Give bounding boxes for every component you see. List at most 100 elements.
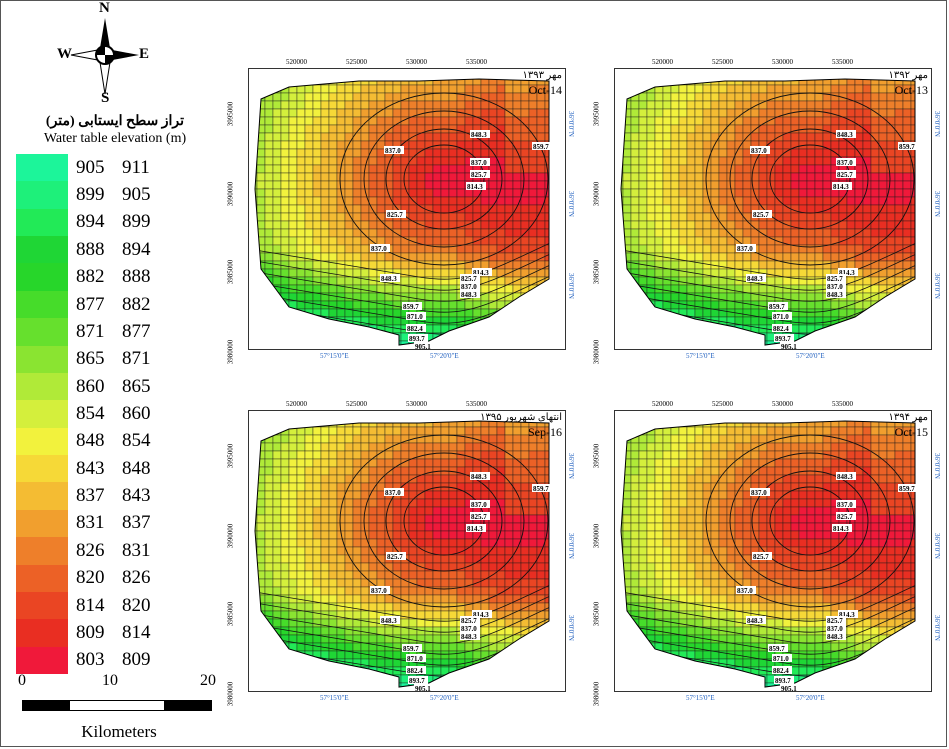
legend-range-from: 854 bbox=[76, 403, 105, 424]
contour-label: 814.3 bbox=[473, 611, 489, 619]
x-tick-label: 520000 bbox=[286, 400, 307, 408]
contour-label: 837.0 bbox=[471, 159, 487, 167]
compass-north-label: N bbox=[99, 0, 110, 16]
contour-label: 825.7 bbox=[827, 617, 843, 625]
compass-south-label: S bbox=[101, 90, 110, 106]
latitude-tick-label: 36°0'0"N bbox=[932, 533, 941, 559]
contour-label: 905.1 bbox=[781, 685, 797, 692]
legend-swatch bbox=[16, 154, 68, 182]
legend-swatch bbox=[16, 263, 68, 292]
water-table-map: 859.7 848.3 837.0 837.0 825.7 814.3 825.7 837.0… bbox=[248, 410, 566, 692]
legend-range: 860 865 bbox=[76, 374, 206, 400]
legend-range-from: 831 bbox=[76, 512, 105, 534]
legend-range-from: 837 bbox=[76, 485, 105, 507]
legend-range-from: 860 bbox=[76, 375, 105, 397]
latitude-tick-label: 36°0'0"N bbox=[932, 191, 941, 217]
legend-range-from: 899 bbox=[76, 184, 105, 206]
panel-date: Oct-13 bbox=[894, 83, 928, 97]
panel-date-persian: مهر ۱۳۹۲ bbox=[888, 70, 928, 81]
panel-date: Oct-15 bbox=[894, 425, 928, 439]
x-tick-label: 520000 bbox=[652, 400, 673, 408]
contour-label: 871.0 bbox=[407, 313, 423, 321]
legend-range: 877 882 bbox=[76, 292, 206, 318]
legend-range-from: 888 bbox=[76, 238, 105, 260]
legend-panel: N S W E تراز سطح ایستابی (متر) Water tab… bbox=[0, 0, 230, 749]
legend-swatch bbox=[16, 619, 68, 648]
legend-range: 871 877 bbox=[76, 319, 206, 345]
legend-range-from: 894 bbox=[76, 211, 105, 233]
y-tick-label: 3980000 bbox=[592, 681, 601, 707]
contour-label: 837.0 bbox=[461, 283, 477, 291]
legend-range-to: 854 bbox=[122, 430, 151, 452]
legend-swatch bbox=[16, 181, 68, 210]
north-arrow: N S W E bbox=[55, 0, 155, 108]
legend-range-to: 894 bbox=[122, 238, 151, 260]
legend-range-from: 814 bbox=[76, 594, 105, 616]
y-tick-label: 3980000 bbox=[226, 681, 235, 707]
y-tick-label: 3990000 bbox=[226, 181, 235, 207]
y-tick-label: 3990000 bbox=[592, 181, 601, 207]
contour-label: 837.0 bbox=[751, 147, 767, 155]
legend-swatch bbox=[16, 208, 68, 237]
latitude-tick-label: 36°0'0"N bbox=[566, 453, 575, 479]
legend-range-to: 899 bbox=[122, 211, 151, 233]
map-panel-oct14: 520000 525000 530000 535000 3995000 3990000 39… bbox=[226, 50, 578, 370]
legend-range: 854 860 bbox=[76, 401, 206, 427]
longitude-tick-label: 57°15'0"E bbox=[320, 352, 349, 360]
legend-swatch bbox=[16, 318, 68, 347]
contour-label: 825.7 bbox=[753, 553, 769, 561]
legend-range: 843 848 bbox=[76, 456, 206, 482]
legend-range-from: 905 bbox=[76, 156, 105, 178]
latitude-tick-label: 36°0'0"N bbox=[566, 273, 575, 299]
contour-label: 905.1 bbox=[415, 343, 431, 350]
legend-range-to: 814 bbox=[122, 621, 151, 643]
contour-label: 825.7 bbox=[471, 513, 487, 521]
longitude-tick-label: 57°20'0"E bbox=[796, 694, 825, 702]
latitude-tick-label: 36°0'0"N bbox=[932, 111, 941, 137]
x-tick-label: 535000 bbox=[832, 400, 853, 408]
longitude-tick-label: 57°20'0"E bbox=[796, 352, 825, 360]
legend-range-to: 871 bbox=[122, 348, 151, 370]
y-tick-label: 3990000 bbox=[592, 523, 601, 549]
legend-range-to: 848 bbox=[122, 457, 151, 479]
legend-swatch bbox=[16, 591, 68, 620]
contour-label: 848.3 bbox=[471, 131, 487, 139]
legend-range: 831 837 bbox=[76, 510, 206, 536]
longitude-tick-label: 57°20'0"E bbox=[430, 352, 459, 360]
contour-label: 814.3 bbox=[839, 269, 855, 277]
legend-range-from: 871 bbox=[76, 320, 105, 342]
contour-label: 837.0 bbox=[385, 147, 401, 155]
x-tick-label: 520000 bbox=[286, 58, 307, 66]
panel-date-persian: مهر ۱۳۹۴ bbox=[888, 412, 928, 423]
legend-range: 848 854 bbox=[76, 428, 206, 454]
compass-west-label: W bbox=[57, 46, 72, 62]
contour-label: 814.3 bbox=[473, 269, 489, 277]
contour-label: 893.7 bbox=[409, 677, 425, 685]
y-tick-label: 3995000 bbox=[592, 101, 601, 127]
legend-swatch bbox=[16, 455, 68, 483]
legend-range-to: 809 bbox=[122, 649, 151, 671]
legend-swatch bbox=[16, 482, 68, 511]
legend-range-from: 826 bbox=[76, 539, 105, 561]
contour-label: 848.3 bbox=[837, 473, 853, 481]
x-tick-label: 525000 bbox=[346, 58, 367, 66]
contour-label: 814.3 bbox=[833, 183, 849, 191]
x-tick-label: 525000 bbox=[712, 400, 733, 408]
legend-range-from: 848 bbox=[76, 430, 105, 452]
contour-label: 859.7 bbox=[403, 303, 419, 311]
contour-label: 893.7 bbox=[409, 335, 425, 343]
x-tick-label: 525000 bbox=[346, 400, 367, 408]
contour-label: 848.3 bbox=[381, 275, 397, 283]
contour-label: 837.0 bbox=[737, 245, 753, 253]
legend-swatch bbox=[16, 290, 68, 319]
latitude-tick-label: 36°0'0"N bbox=[932, 453, 941, 479]
scale-tick-20: 20 bbox=[200, 672, 216, 689]
y-tick-label: 3990000 bbox=[226, 523, 235, 549]
x-tick-label: 530000 bbox=[406, 58, 427, 66]
legend-range-to: 826 bbox=[122, 567, 151, 589]
contour-label: 837.0 bbox=[737, 587, 753, 595]
water-table-map: 859.7 848.3 837.0 837.0 825.7 814.3 825.7 837.0… bbox=[614, 410, 932, 692]
legend-range-to: 865 bbox=[122, 375, 151, 397]
y-tick-label: 3985000 bbox=[592, 601, 601, 627]
